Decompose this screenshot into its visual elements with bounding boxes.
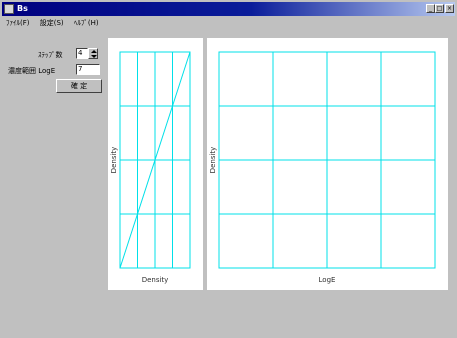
density-range-label: 濃度範囲 LogE	[8, 67, 56, 75]
menu-help[interactable]: ﾍﾙﾌﾟ(H)	[73, 19, 99, 27]
density-curve	[119, 51, 191, 269]
title-bar[interactable]: Bs _ □ ×	[2, 2, 455, 16]
close-button[interactable]: ×	[445, 4, 454, 13]
x-axis-label: LogE	[319, 276, 336, 284]
app-icon	[4, 4, 14, 14]
loge-density-chart: LogE Density	[209, 51, 436, 284]
step-count-spinner[interactable]	[88, 48, 98, 59]
window-title: Bs	[17, 4, 28, 13]
menu-settings[interactable]: 設定(S)	[39, 19, 64, 27]
menu-file[interactable]: ﾌｧｲﾙ(F)	[6, 19, 30, 27]
chart-panel-density: Density Density	[108, 38, 203, 290]
chart-panel-loge: LogE Density	[207, 38, 448, 290]
y-axis-label: Density	[209, 147, 217, 174]
confirm-button[interactable]: 確 定	[56, 79, 102, 93]
maximize-button[interactable]: □	[435, 4, 444, 13]
minimize-button[interactable]: _	[426, 4, 435, 13]
menu-bar: ﾌｧｲﾙ(F) 設定(S) ﾍﾙﾌﾟ(H)	[2, 17, 455, 29]
density-range-input[interactable]: 7	[76, 64, 100, 75]
step-count-input[interactable]: 4	[76, 48, 88, 59]
density-density-chart: Density Density	[110, 51, 191, 284]
x-axis-label: Density	[142, 276, 169, 284]
step-count-label: ｽﾃｯﾌﾟ数	[38, 51, 63, 59]
y-axis-label: Density	[110, 147, 118, 174]
